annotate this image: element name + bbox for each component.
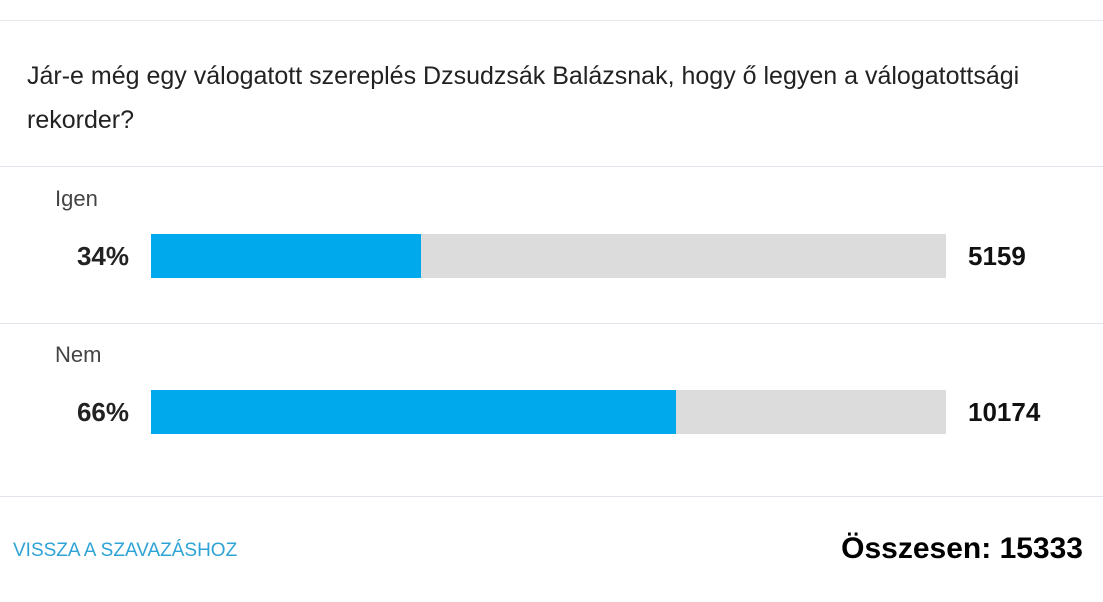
- bar: [151, 390, 676, 434]
- divider: [0, 323, 1103, 324]
- option-label: Nem: [55, 342, 102, 367]
- back-link[interactable]: VISSZA A SZAVAZÁSHOZ: [13, 540, 238, 561]
- bar-track: [151, 390, 946, 434]
- total-label: Összesen:: [841, 532, 992, 565]
- option-votes: 10174: [968, 397, 1041, 427]
- option-label: Igen: [55, 186, 98, 211]
- option-votes: 5159: [968, 241, 1026, 271]
- option-percent: 34%: [76, 241, 129, 271]
- total-value: 15333: [999, 532, 1083, 565]
- divider: [0, 20, 1103, 21]
- divider: [0, 166, 1103, 167]
- total: Összesen: 15333: [841, 532, 1083, 566]
- poll-question: Jár-e még egy válogatott szereplés Dzsud…: [27, 62, 1020, 134]
- option-percent: 66%: [76, 397, 129, 427]
- bar: [151, 234, 422, 278]
- divider: [0, 496, 1103, 497]
- bar-track: [151, 234, 946, 278]
